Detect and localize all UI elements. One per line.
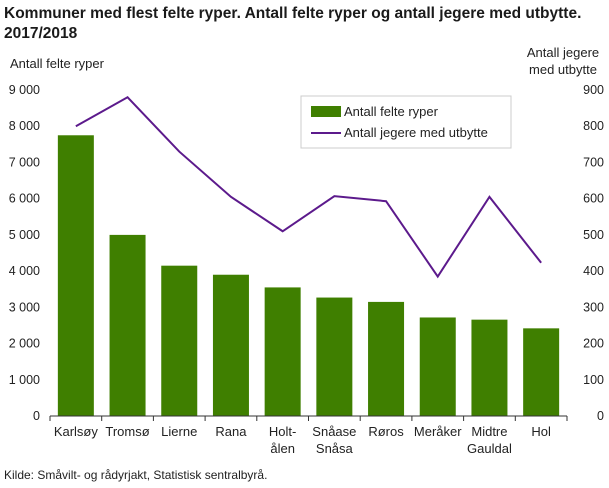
- x-category-label: Røros: [368, 424, 404, 439]
- y-tick-right-label: 200: [583, 337, 604, 351]
- y-tick-right-label: 700: [583, 155, 604, 169]
- y-tick-left-label: 3 000: [9, 300, 40, 314]
- bar: [212, 274, 249, 416]
- chart-title: Kommuner med flest felte ryper. Antall f…: [4, 5, 582, 42]
- x-category-label: Midtre: [471, 424, 507, 439]
- x-category-label: ålen: [270, 441, 295, 456]
- bar: [471, 319, 508, 416]
- legend-label-line: Antall jegere med utbytte: [344, 125, 488, 140]
- bar: [523, 328, 560, 416]
- y-tick-right-label: 600: [583, 192, 604, 206]
- legend-label-bar: Antall felte ryper: [344, 104, 439, 119]
- y-tick-right-label: 500: [583, 228, 604, 242]
- x-category-label: Lierne: [161, 424, 197, 439]
- y-tick-right-label: 0: [597, 409, 604, 423]
- y-tick-left-label: 4 000: [9, 264, 40, 278]
- y-tick-right-label: 400: [583, 264, 604, 278]
- x-category-label: Snåsa: [316, 441, 354, 456]
- source-note: Kilde: Småvilt- og rådyrjakt, Statistisk…: [4, 468, 268, 482]
- y-axis-right-label-line2: med utbytte: [529, 62, 597, 77]
- bar: [161, 265, 198, 416]
- y-tick-left-label: 5 000: [9, 228, 40, 242]
- y-tick-left-label: 8 000: [9, 119, 40, 133]
- y-tick-left-label: 0: [33, 409, 40, 423]
- y-axis-left-label: Antall felte ryper: [10, 56, 104, 71]
- y-tick-left-label: 9 000: [9, 83, 40, 97]
- y-tick-right-label: 800: [583, 119, 604, 133]
- bar: [368, 301, 405, 416]
- y-axis-right-label: Antall jegere med utbytte: [523, 44, 603, 78]
- y-tick-right-label: 900: [583, 83, 604, 97]
- y-axis-right-label-line1: Antall jegere: [526, 45, 600, 60]
- x-category-label: Rana: [215, 424, 247, 439]
- y-tick-left-label: 7 000: [9, 155, 40, 169]
- bar: [109, 234, 146, 416]
- x-category-label: Karlsøy: [54, 424, 99, 439]
- x-category-label: Meråker: [414, 424, 462, 439]
- x-category-label: Snåase: [312, 424, 356, 439]
- legend-box: [300, 95, 512, 149]
- bar: [264, 287, 301, 416]
- y-tick-right-label: 300: [583, 300, 604, 314]
- x-category-label: Holt-: [269, 424, 296, 439]
- x-category-label: Gauldal: [467, 441, 512, 456]
- y-tick-right-label: 100: [583, 373, 604, 387]
- bar: [419, 317, 456, 416]
- x-category-label: Tromsø: [105, 424, 149, 439]
- legend-swatch-bar: [311, 106, 341, 117]
- y-tick-left-label: 2 000: [9, 337, 40, 351]
- y-tick-left-label: 1 000: [9, 373, 40, 387]
- x-category-label: Hol: [531, 424, 551, 439]
- bar: [316, 297, 353, 416]
- y-tick-left-label: 6 000: [9, 192, 40, 206]
- bar: [57, 135, 94, 416]
- line-series: [75, 95, 542, 279]
